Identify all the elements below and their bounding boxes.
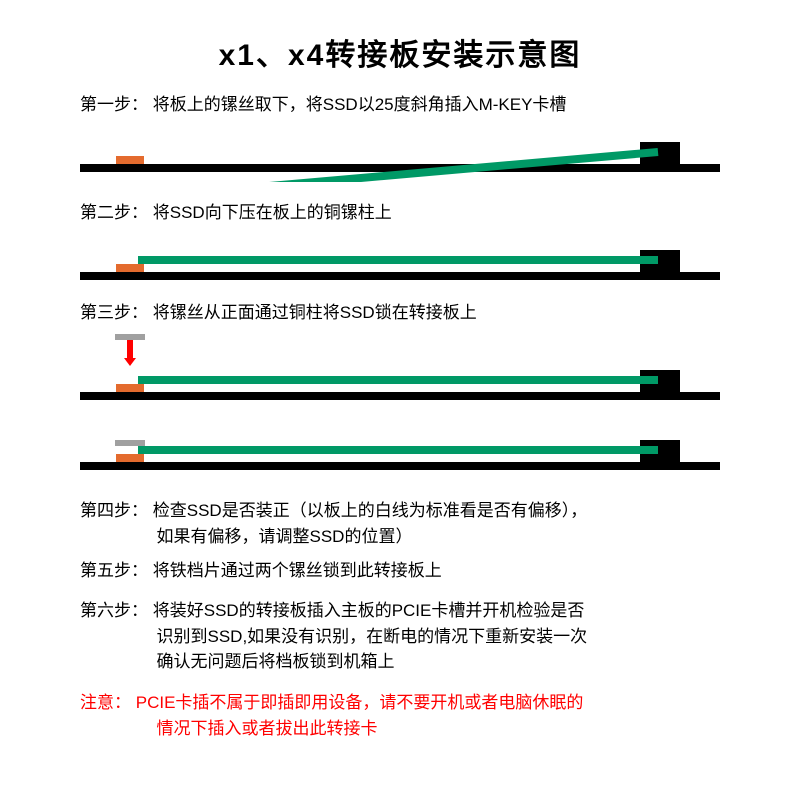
diagram-step-1 [80, 122, 720, 182]
step-2: 第二步： 将SSD向下压在板上的铜镙柱上 [80, 200, 720, 226]
warning-note: 注意： PCIE卡插不属于即插即用设备，请不要开机或者电脑休眠的 情况下插入或者… [80, 690, 720, 741]
diagram-step-3b [80, 420, 720, 475]
step-1: 第一步： 将板上的镙丝取下，将SSD以25度斜角插入M-KEY卡槽 [80, 92, 720, 118]
warning-label: 注意： [80, 693, 131, 712]
screw-head-icon [115, 440, 145, 446]
step-2-label: 第二步： [80, 203, 148, 222]
step-6-text-1: 将装好SSD的转接板插入主板的PCIE卡槽并开机检验是否 [153, 601, 585, 620]
step-6-text-2: 识别到SSD,如果没有识别，在断电的情况下重新安装一次 [80, 624, 720, 650]
standoff [116, 264, 144, 272]
ssd-flat [138, 376, 658, 384]
warning-text-2: 情况下插入或者拔出此转接卡 [80, 716, 720, 742]
page-title: x1、x4转接板安装示意图 [0, 30, 800, 74]
step-1-text: 将板上的镙丝取下，将SSD以25度斜角插入M-KEY卡槽 [153, 95, 567, 114]
diagram-step-2 [80, 230, 720, 285]
step-1-label: 第一步： [80, 95, 148, 114]
standoff [116, 384, 144, 392]
step-4-label: 第四步： [80, 501, 148, 520]
standoff [116, 454, 144, 462]
step-2-text: 将SSD向下压在板上的铜镙柱上 [153, 203, 392, 222]
step-3: 第三步： 将镙丝从正面通过铜柱将SSD锁在转接板上 [80, 300, 720, 326]
ssd-flat [138, 256, 658, 264]
board-base [80, 392, 720, 400]
step-5-text: 将铁档片通过两个镙丝锁到此转接板上 [153, 561, 442, 580]
step-4: 第四步： 检查SSD是否装正（以板上的白线为标准看是否有偏移）， 如果有偏移，请… [80, 498, 720, 549]
step-6-text-3: 确认无问题后将档板锁到机箱上 [80, 649, 720, 675]
warning-text-1: PCIE卡插不属于即插即用设备，请不要开机或者电脑休眠的 [136, 693, 584, 712]
ssd-flat [138, 446, 658, 454]
board-base [80, 272, 720, 280]
step-4-text-2: 如果有偏移，请调整SSD的位置） [80, 524, 720, 550]
step-5: 第五步： 将铁档片通过两个镙丝锁到此转接板上 [80, 558, 720, 584]
step-3-label: 第三步： [80, 303, 148, 322]
step-6-label: 第六步： [80, 601, 148, 620]
board-base [80, 462, 720, 470]
screw-icon [115, 334, 145, 366]
step-5-label: 第五步： [80, 561, 148, 580]
step-6: 第六步： 将装好SSD的转接板插入主板的PCIE卡槽并开机检验是否 识别到SSD… [80, 598, 720, 675]
diagram-step-3a [80, 330, 720, 410]
standoff [116, 156, 144, 164]
step-4-text-1: 检查SSD是否装正（以板上的白线为标准看是否有偏移）， [153, 501, 587, 520]
step-3-text: 将镙丝从正面通过铜柱将SSD锁在转接板上 [153, 303, 477, 322]
